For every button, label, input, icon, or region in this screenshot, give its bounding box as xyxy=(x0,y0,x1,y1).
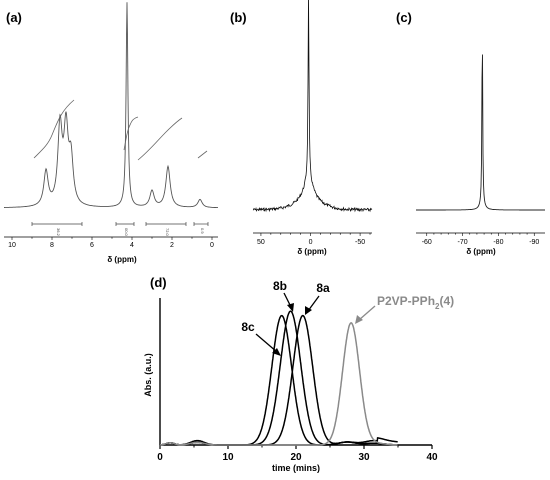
integral-label: 0.9 xyxy=(200,228,205,234)
x-tick-label: 6 xyxy=(90,242,94,249)
y-axis-label-d: Abs. (a.u.) xyxy=(143,353,153,397)
x-axis-label-b: δ (ppm) xyxy=(297,247,327,256)
x-tick-label: 30 xyxy=(358,452,370,463)
arrow-p2vp xyxy=(358,305,376,321)
x-tick-label: -60 xyxy=(422,239,432,246)
x-tick-label: 2 xyxy=(170,242,174,249)
integral-curve-4 xyxy=(197,150,208,159)
integral-label: 36.2 xyxy=(56,228,61,237)
annotation-8c: 8c xyxy=(241,320,255,334)
x-tick-label: 4 xyxy=(130,242,134,249)
nmr-spectrum-b xyxy=(252,0,373,213)
series-line-p2vp xyxy=(160,322,398,446)
x-axis-b: 50 0 -50 xyxy=(253,232,372,246)
x-tick-label: 10 xyxy=(8,242,16,249)
panel-d: 0 10 20 30 40 time (mins) Abs. (a.u.) 8c 8b … xyxy=(143,279,454,473)
x-tick-label: 0 xyxy=(210,242,214,249)
panel-b: 50 0 -50 δ (ppm) xyxy=(252,0,373,256)
integral-label: 00.0 xyxy=(124,228,129,237)
nmr-spectrum-c xyxy=(416,54,545,211)
integral-curve-1 xyxy=(33,99,75,159)
x-tick-label: 40 xyxy=(426,452,438,463)
annotation-p2vp-sub: 2 xyxy=(435,302,440,311)
integral-curves-a xyxy=(33,99,208,161)
arrowhead-8c xyxy=(272,348,281,356)
x-tick-label: 50 xyxy=(257,239,265,246)
x-tick-label: 8 xyxy=(50,242,54,249)
x-tick-label: -90 xyxy=(529,239,539,246)
panel-c: -60 -70 -80 -90 δ (ppm) xyxy=(416,54,545,256)
panel-label-b: (b) xyxy=(230,10,247,25)
x-tick-label: -50 xyxy=(355,239,365,246)
panel-a: 36.2 00.0 72.0 0.9 10 8 6 4 2 0 δ (ppm) xyxy=(4,2,218,264)
x-tick-label: 0 xyxy=(309,239,313,246)
x-axis-label-c: δ (ppm) xyxy=(466,247,496,256)
annotation-p2vp: P2VP-PPh2(4) xyxy=(377,294,454,311)
annotation-p2vp-num: (4) xyxy=(439,294,454,308)
integral-curve-2 xyxy=(123,116,139,151)
integral-bars-a: 36.2 00.0 72.0 0.9 xyxy=(31,222,209,237)
x-tick-label: -70 xyxy=(458,239,468,246)
x-axis-label-d: time (mins) xyxy=(272,463,320,473)
x-axis-a: 10 8 6 4 2 0 xyxy=(4,236,218,249)
integral-curve-3 xyxy=(137,117,183,161)
arrowhead-8a xyxy=(305,306,312,315)
annotation-8a: 8a xyxy=(316,281,330,295)
series-line-8b xyxy=(160,310,398,446)
arrow-8a xyxy=(307,295,320,312)
series-d xyxy=(160,310,398,446)
annotation-arrows xyxy=(255,292,376,356)
arrow-8c xyxy=(255,333,278,353)
x-tick-label: 0 xyxy=(157,452,163,463)
panel-label-c: (c) xyxy=(396,10,412,25)
axes-d: 0 10 20 30 40 xyxy=(157,298,438,463)
arrowhead-8b xyxy=(287,303,294,312)
annotation-p2vp-main: P2VP-PPh xyxy=(377,294,435,308)
nmr-spectrum-a xyxy=(4,2,218,209)
annotation-8b: 8b xyxy=(273,279,287,293)
arrowhead-p2vp xyxy=(355,315,363,324)
x-axis-label-a: δ (ppm) xyxy=(107,255,137,264)
integral-label: 72.0 xyxy=(165,228,170,237)
x-tick-label: 10 xyxy=(222,452,234,463)
x-axis-c: -60 -70 -80 -90 xyxy=(416,232,545,246)
panel-label-d: (d) xyxy=(150,275,167,290)
x-tick-label: 20 xyxy=(290,452,302,463)
panel-label-a: (a) xyxy=(6,10,22,25)
x-tick-label: -80 xyxy=(493,239,503,246)
